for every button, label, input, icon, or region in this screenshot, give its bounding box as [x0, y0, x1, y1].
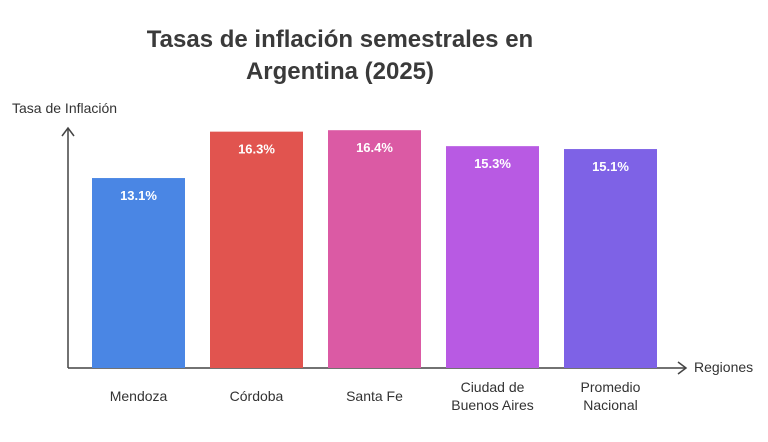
x-axis-label: Regiones — [694, 359, 754, 375]
x-axis-arrow-icon — [677, 361, 688, 375]
bar-1 — [92, 178, 185, 368]
bar-value-label-4: 15.3% — [474, 156, 511, 171]
chart-title-line-2: Argentina (2025) — [245, 58, 435, 85]
y-axis-label: Tasa de Inflación — [12, 100, 118, 116]
bar-4 — [446, 146, 539, 368]
bar-3 — [328, 130, 421, 368]
bar-value-label-3: 16.4% — [356, 140, 393, 155]
bar-5 — [564, 149, 657, 368]
category-label-1-line-1: Mendoza — [110, 388, 168, 404]
bar-value-label-1: 13.1% — [120, 188, 157, 203]
y-axis-arrow-icon — [61, 126, 75, 137]
category-label-5-line-1: Promedio — [581, 379, 641, 395]
category-label-2-line-1: Córdoba — [230, 388, 284, 404]
chart-title-line-1: Tasas de inflación semestrales en — [146, 26, 534, 53]
category-label-3-line-1: Santa Fe — [346, 388, 403, 404]
category-label-4-line-1: Ciudad de — [461, 379, 525, 395]
category-label-4-line-2: Buenos Aires — [451, 397, 534, 413]
category-label-5-line-2: Nacional — [583, 397, 637, 413]
bar-value-label-5: 15.1% — [592, 159, 629, 174]
bar-value-label-2: 16.3% — [238, 142, 275, 157]
bar-2 — [210, 131, 303, 368]
